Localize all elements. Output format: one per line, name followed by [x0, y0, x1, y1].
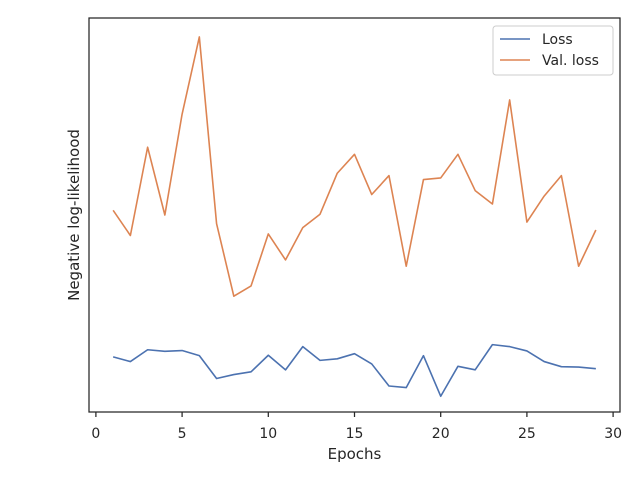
series-line-loss [112, 343, 596, 398]
series-line-val-loss [112, 36, 597, 297]
legend: Loss Val. loss [492, 25, 614, 76]
x-tick-label: 0 [91, 426, 100, 442]
x-tick-label: 20 [432, 426, 450, 442]
x-tick-label: 30 [604, 426, 622, 442]
x-tick-label: 5 [178, 426, 187, 442]
y-axis-label: Negative log-likelihood [65, 129, 83, 301]
x-tick-label: 25 [518, 426, 536, 442]
series-layer [112, 36, 597, 398]
x-axis-ticks: 0 5 10 15 20 25 30 [91, 412, 622, 442]
legend-label: Val. loss [542, 53, 599, 69]
legend-label: Loss [542, 32, 573, 48]
x-tick-label: 15 [346, 426, 364, 442]
x-axis-label: Epochs [328, 445, 382, 463]
x-tick-label: 10 [259, 426, 277, 442]
